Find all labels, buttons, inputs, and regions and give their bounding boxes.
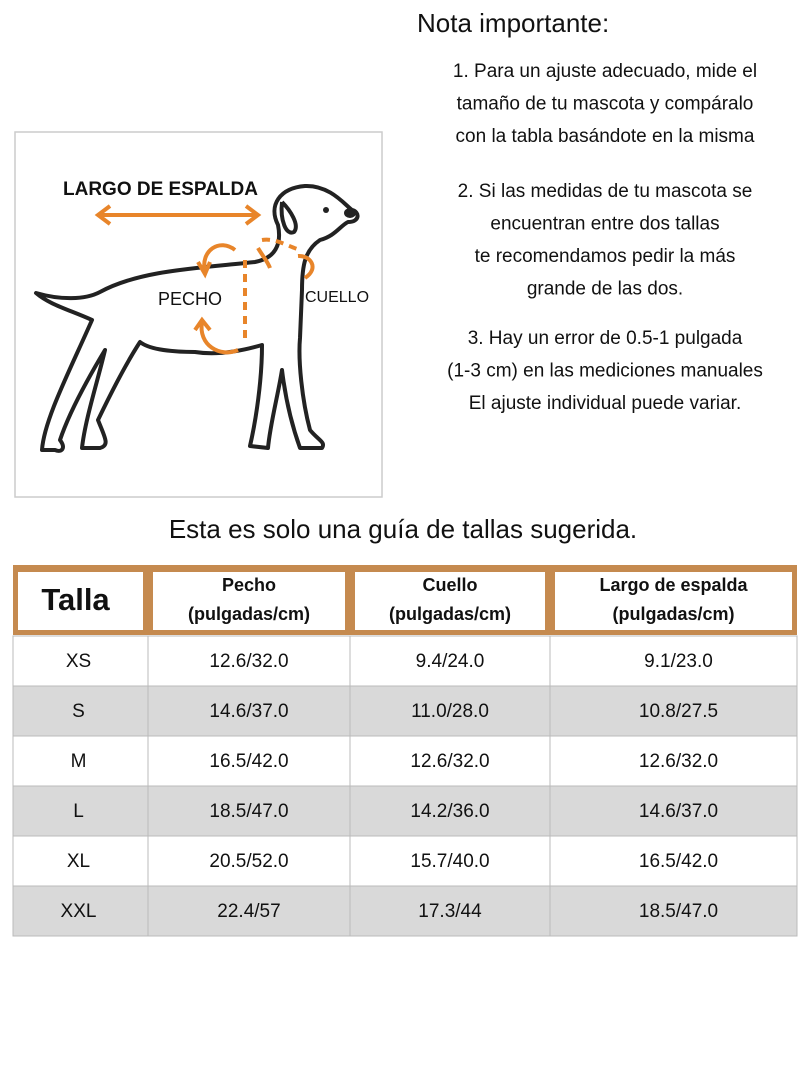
table-cell: M	[71, 751, 87, 772]
table-cell: 9.1/23.0	[644, 651, 713, 672]
note-line: 2. Si las medidas de tu mascota se	[458, 181, 753, 202]
table-row	[12, 685, 798, 737]
table-row	[12, 885, 798, 937]
dog-nose	[344, 208, 356, 218]
note-line: 1. Para un ajuste adecuado, mide el	[453, 61, 757, 82]
table-cell: XL	[67, 851, 90, 872]
table-cell: 18.5/47.0	[639, 901, 718, 922]
table-cell: S	[72, 701, 85, 722]
back-label: LARGO DE ESPALDA	[63, 179, 258, 200]
header-cell	[355, 572, 545, 630]
table-cell: 11.0/28.0	[411, 701, 489, 722]
table-row	[12, 735, 798, 787]
table-cell: 12.6/32.0	[410, 751, 489, 772]
neck-line	[261, 237, 301, 252]
table-cell: 16.5/42.0	[639, 851, 718, 872]
notes-title: Nota importante:	[417, 8, 609, 38]
table-cell: 22.4/57	[217, 901, 280, 922]
dog-eye	[323, 207, 329, 213]
table-cell: 9.4/24.0	[416, 651, 485, 672]
chest-arrow-top	[196, 243, 237, 279]
table-cell: XS	[66, 651, 91, 672]
table-cell: 17.3/44	[418, 901, 482, 922]
header-text: Talla	[41, 582, 110, 617]
note-line: grande de las dos.	[527, 279, 683, 300]
table-row	[12, 835, 798, 887]
size-table: Talla Pecho (pulgadas/cm) Cuello (pulgadas/c…	[12, 565, 798, 937]
note-line: El ajuste individual puede variar.	[469, 393, 742, 414]
header-text: Cuello	[422, 575, 477, 595]
back-arrow-heads	[94, 204, 262, 226]
table-cell: XXL	[61, 901, 97, 922]
table-row	[12, 635, 798, 687]
chest-arrow-bottom	[193, 316, 239, 355]
header-text: Largo de espalda	[599, 575, 748, 595]
neck-label: CUELLO	[305, 289, 369, 306]
measure-arrows	[94, 204, 315, 355]
dog-outline	[34, 183, 360, 453]
table-cell: 20.5/52.0	[209, 851, 288, 872]
header-cell	[18, 572, 143, 630]
header-text: (pulgadas/cm)	[188, 604, 310, 624]
note-line: 3. Hay un error de 0.5-1 pulgada	[468, 328, 743, 349]
header-text: (pulgadas/cm)	[389, 604, 511, 624]
neck-arrows	[256, 246, 315, 280]
table-cell: 12.6/32.0	[209, 651, 288, 672]
table-row	[12, 785, 798, 837]
note-line: (1-3 cm) en las mediciones manuales	[447, 361, 763, 382]
table-cell: 16.5/42.0	[209, 751, 288, 772]
dog-ear	[279, 200, 298, 235]
table-cell: 14.2/36.0	[410, 801, 489, 822]
table-cell: 18.5/47.0	[209, 801, 288, 822]
header-text: (pulgadas/cm)	[612, 604, 734, 624]
note-line: te recomendamos pedir la más	[475, 246, 736, 267]
note-line: con la tabla basándote en la misma	[456, 126, 755, 147]
note-line: encuentran entre dos tallas	[490, 214, 719, 235]
table-cell: 10.8/27.5	[639, 701, 718, 722]
table-cell: 14.6/37.0	[639, 801, 718, 822]
table-cell: 12.6/32.0	[639, 751, 718, 772]
table-cell: 14.6/37.0	[209, 701, 288, 722]
subtitle: Esta es solo una guía de tallas sugerida…	[169, 514, 637, 544]
notes: 1. Para un ajuste adecuado, mide el tamañ…	[447, 61, 763, 414]
header-cell	[555, 572, 792, 630]
header-text: Pecho	[222, 575, 276, 595]
table-cell: 15.7/40.0	[410, 851, 489, 872]
header-cell	[153, 572, 345, 630]
note-line: tamaño de tu mascota y compáralo	[457, 94, 754, 115]
table-cell: L	[73, 801, 84, 822]
chest-label: PECHO	[158, 289, 222, 309]
